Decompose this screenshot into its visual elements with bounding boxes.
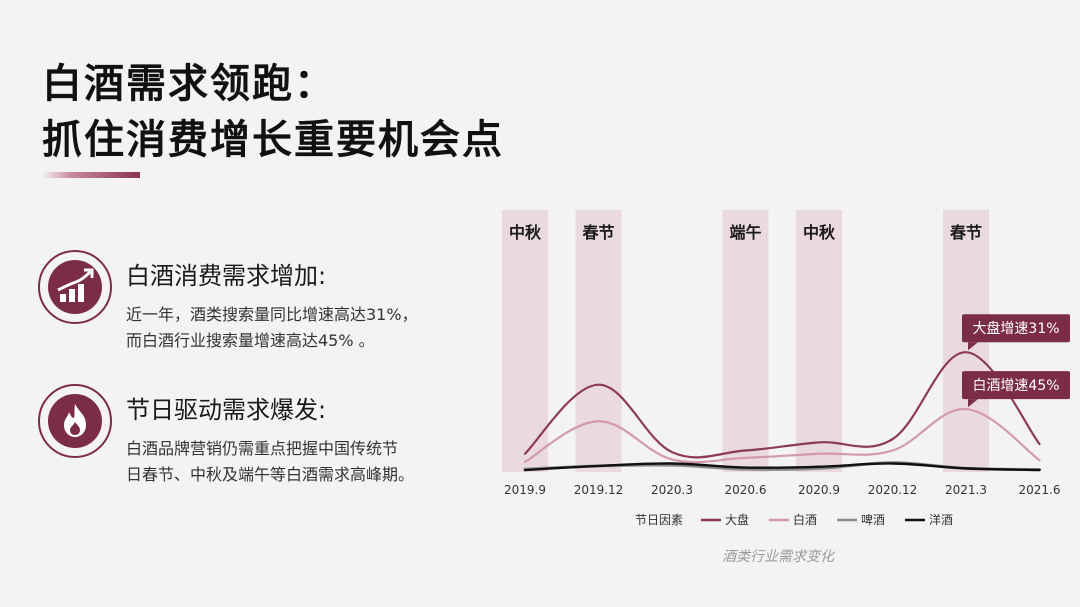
festival-label: 中秋 <box>803 223 836 242</box>
x-tick-label: 2020.9 <box>798 483 840 497</box>
title-underline <box>42 172 140 178</box>
feature-description: 白酒品牌营销仍需重点把握中国传统节 日春节、中秋及端午等白酒需求高峰期。 <box>126 436 526 488</box>
series-line-洋酒 <box>523 462 1041 472</box>
feature-description: 近一年，酒类搜索量同比增速高达31%， 而白酒行业搜索量增速高达45% 。 <box>126 302 526 354</box>
page-title-line1: 白酒需求领跑： <box>42 61 336 107</box>
feature-desc-line: 日春节、中秋及端午等白酒需求高峰期。 <box>126 465 415 484</box>
x-tick-label: 2021.3 <box>945 483 987 497</box>
series-line-大盘 <box>523 351 1041 459</box>
page-title: 白酒需求领跑： 抓住消费增长重要机会点 <box>42 56 504 168</box>
x-tick-label: 2020.6 <box>725 483 767 497</box>
festival-band <box>796 210 842 472</box>
x-tick-label: 2021.6 <box>1019 483 1061 497</box>
page-title-line2: 抓住消费增长重要机会点 <box>42 117 504 163</box>
festival-label: 春节 <box>949 223 982 242</box>
legend-label: 大盘 <box>725 512 749 527</box>
festival-band <box>575 210 622 472</box>
festival-band <box>722 210 769 472</box>
feature-festival-driven: 节日驱动需求爆发: 白酒品牌营销仍需重点把握中国传统节 日春节、中秋及端午等白酒… <box>38 384 518 494</box>
callout-label: 大盘增速31% <box>972 320 1059 337</box>
feature-desc-line: 近一年，酒类搜索量同比增速高达31%， <box>126 305 418 324</box>
feature-title: 白酒消费需求增加: <box>126 262 327 290</box>
x-tick-label: 2019.9 <box>504 483 546 497</box>
flame-icon <box>48 394 102 448</box>
feature-icon-circle <box>38 250 112 324</box>
feature-desc-line: 而白酒行业搜索量增速高达45% 。 <box>126 331 375 350</box>
chart-caption: 酒类行业需求变化 <box>722 549 834 565</box>
feature-title: 节日驱动需求爆发: <box>126 396 327 424</box>
legend-label: 白酒 <box>793 512 817 527</box>
feature-icon-circle <box>38 384 112 458</box>
series-line-白酒 <box>523 407 1041 464</box>
festival-label: 春节 <box>581 223 614 242</box>
festival-label: 中秋 <box>509 223 542 242</box>
festival-band <box>502 210 548 472</box>
x-tick-label: 2020.12 <box>868 483 918 497</box>
feature-demand-increase: 白酒消费需求增加: 近一年，酒类搜索量同比增速高达31%， 而白酒行业搜索量增速… <box>38 250 518 360</box>
festival-label: 端午 <box>729 223 761 242</box>
legend-label: 洋酒 <box>929 512 953 527</box>
feature-desc-line: 白酒品牌营销仍需重点把握中国传统节 <box>126 439 399 458</box>
callout-pointer <box>968 342 978 351</box>
x-tick-label: 2020.3 <box>651 483 693 497</box>
callout-box <box>962 314 1070 343</box>
x-tick-label: 2019.12 <box>574 483 624 497</box>
callout-label: 白酒增速45% <box>972 378 1059 394</box>
legend-label: 啤酒 <box>861 512 885 527</box>
callout-pointer <box>968 399 978 408</box>
legend-prefix: 节日因素 <box>635 513 683 527</box>
callout-box <box>962 371 1070 400</box>
growth-chart-icon <box>48 260 102 314</box>
demand-chart: 中秋 春节 端午 中秋 春节大盘增速31% 白酒增速45% 2019.9 2019.12 202… <box>495 200 1080 580</box>
